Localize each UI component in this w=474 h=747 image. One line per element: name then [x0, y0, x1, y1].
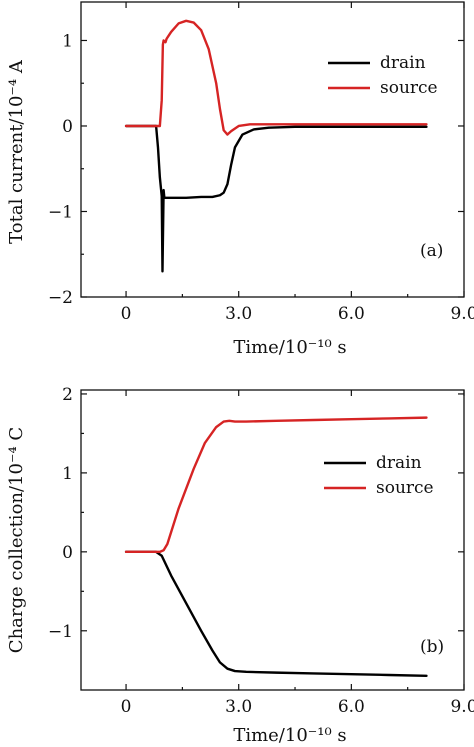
y-tick-label: −1 — [48, 202, 73, 222]
x-tick-label: 9.0 — [450, 304, 474, 324]
y-tick-label: 0 — [62, 117, 73, 137]
panel-label-b: (b) — [420, 637, 444, 657]
x-tick-label: 0 — [121, 697, 132, 717]
chart-panel-b: 0 3.0 6.0 9.0 −1 0 1 2 drain source (b) Time/10⁻… — [6, 385, 474, 746]
legend-b: drain source — [324, 453, 434, 498]
x-tick-label: 3.0 — [225, 697, 252, 717]
x-axis-label-a: Time/10⁻¹⁰ s — [233, 337, 346, 358]
series-line-drain — [124, 124, 428, 273]
y-tick-label: 1 — [62, 464, 73, 484]
y-axis-label-b: Charge collection/10⁻⁴ C — [6, 427, 27, 653]
plot-frame-a — [80, 1, 465, 298]
series-line-source — [124, 19, 428, 136]
y-tick-label: −2 — [48, 288, 73, 308]
series-line-drain — [124, 550, 428, 677]
chart-panel-a: 0 3.0 6.0 9.0 −2 −1 0 1 drain source (a) Time/10… — [6, 1, 474, 358]
ticks-b: 0 3.0 6.0 9.0 −1 0 1 2 — [48, 385, 474, 717]
legend-label-drain: drain — [380, 53, 426, 73]
panel-label-a: (a) — [420, 241, 443, 261]
legend-label-drain: drain — [376, 453, 422, 473]
legend-a: drain source — [328, 53, 438, 98]
series-line-source — [124, 416, 428, 554]
y-tick-label: 2 — [62, 385, 73, 405]
x-tick-label: 3.0 — [225, 304, 252, 324]
y-tick-label: −1 — [48, 622, 73, 642]
legend-label-source: source — [376, 478, 434, 498]
y-tick-label: 1 — [62, 31, 73, 51]
x-tick-label: 9.0 — [450, 697, 474, 717]
x-tick-label: 6.0 — [338, 304, 365, 324]
series-b — [124, 416, 428, 677]
ticks-a: 0 3.0 6.0 9.0 −2 −1 0 1 — [48, 2, 474, 324]
y-tick-label: 0 — [62, 543, 73, 563]
x-tick-label: 6.0 — [338, 697, 365, 717]
series-a — [124, 19, 428, 273]
plot-frame-b — [80, 389, 465, 691]
x-tick-label: 0 — [121, 304, 132, 324]
x-axis-label-b: Time/10⁻¹⁰ s — [233, 725, 346, 746]
y-axis-label-a: Total current/10⁻⁴ A — [6, 59, 27, 244]
legend-label-source: source — [380, 78, 438, 98]
